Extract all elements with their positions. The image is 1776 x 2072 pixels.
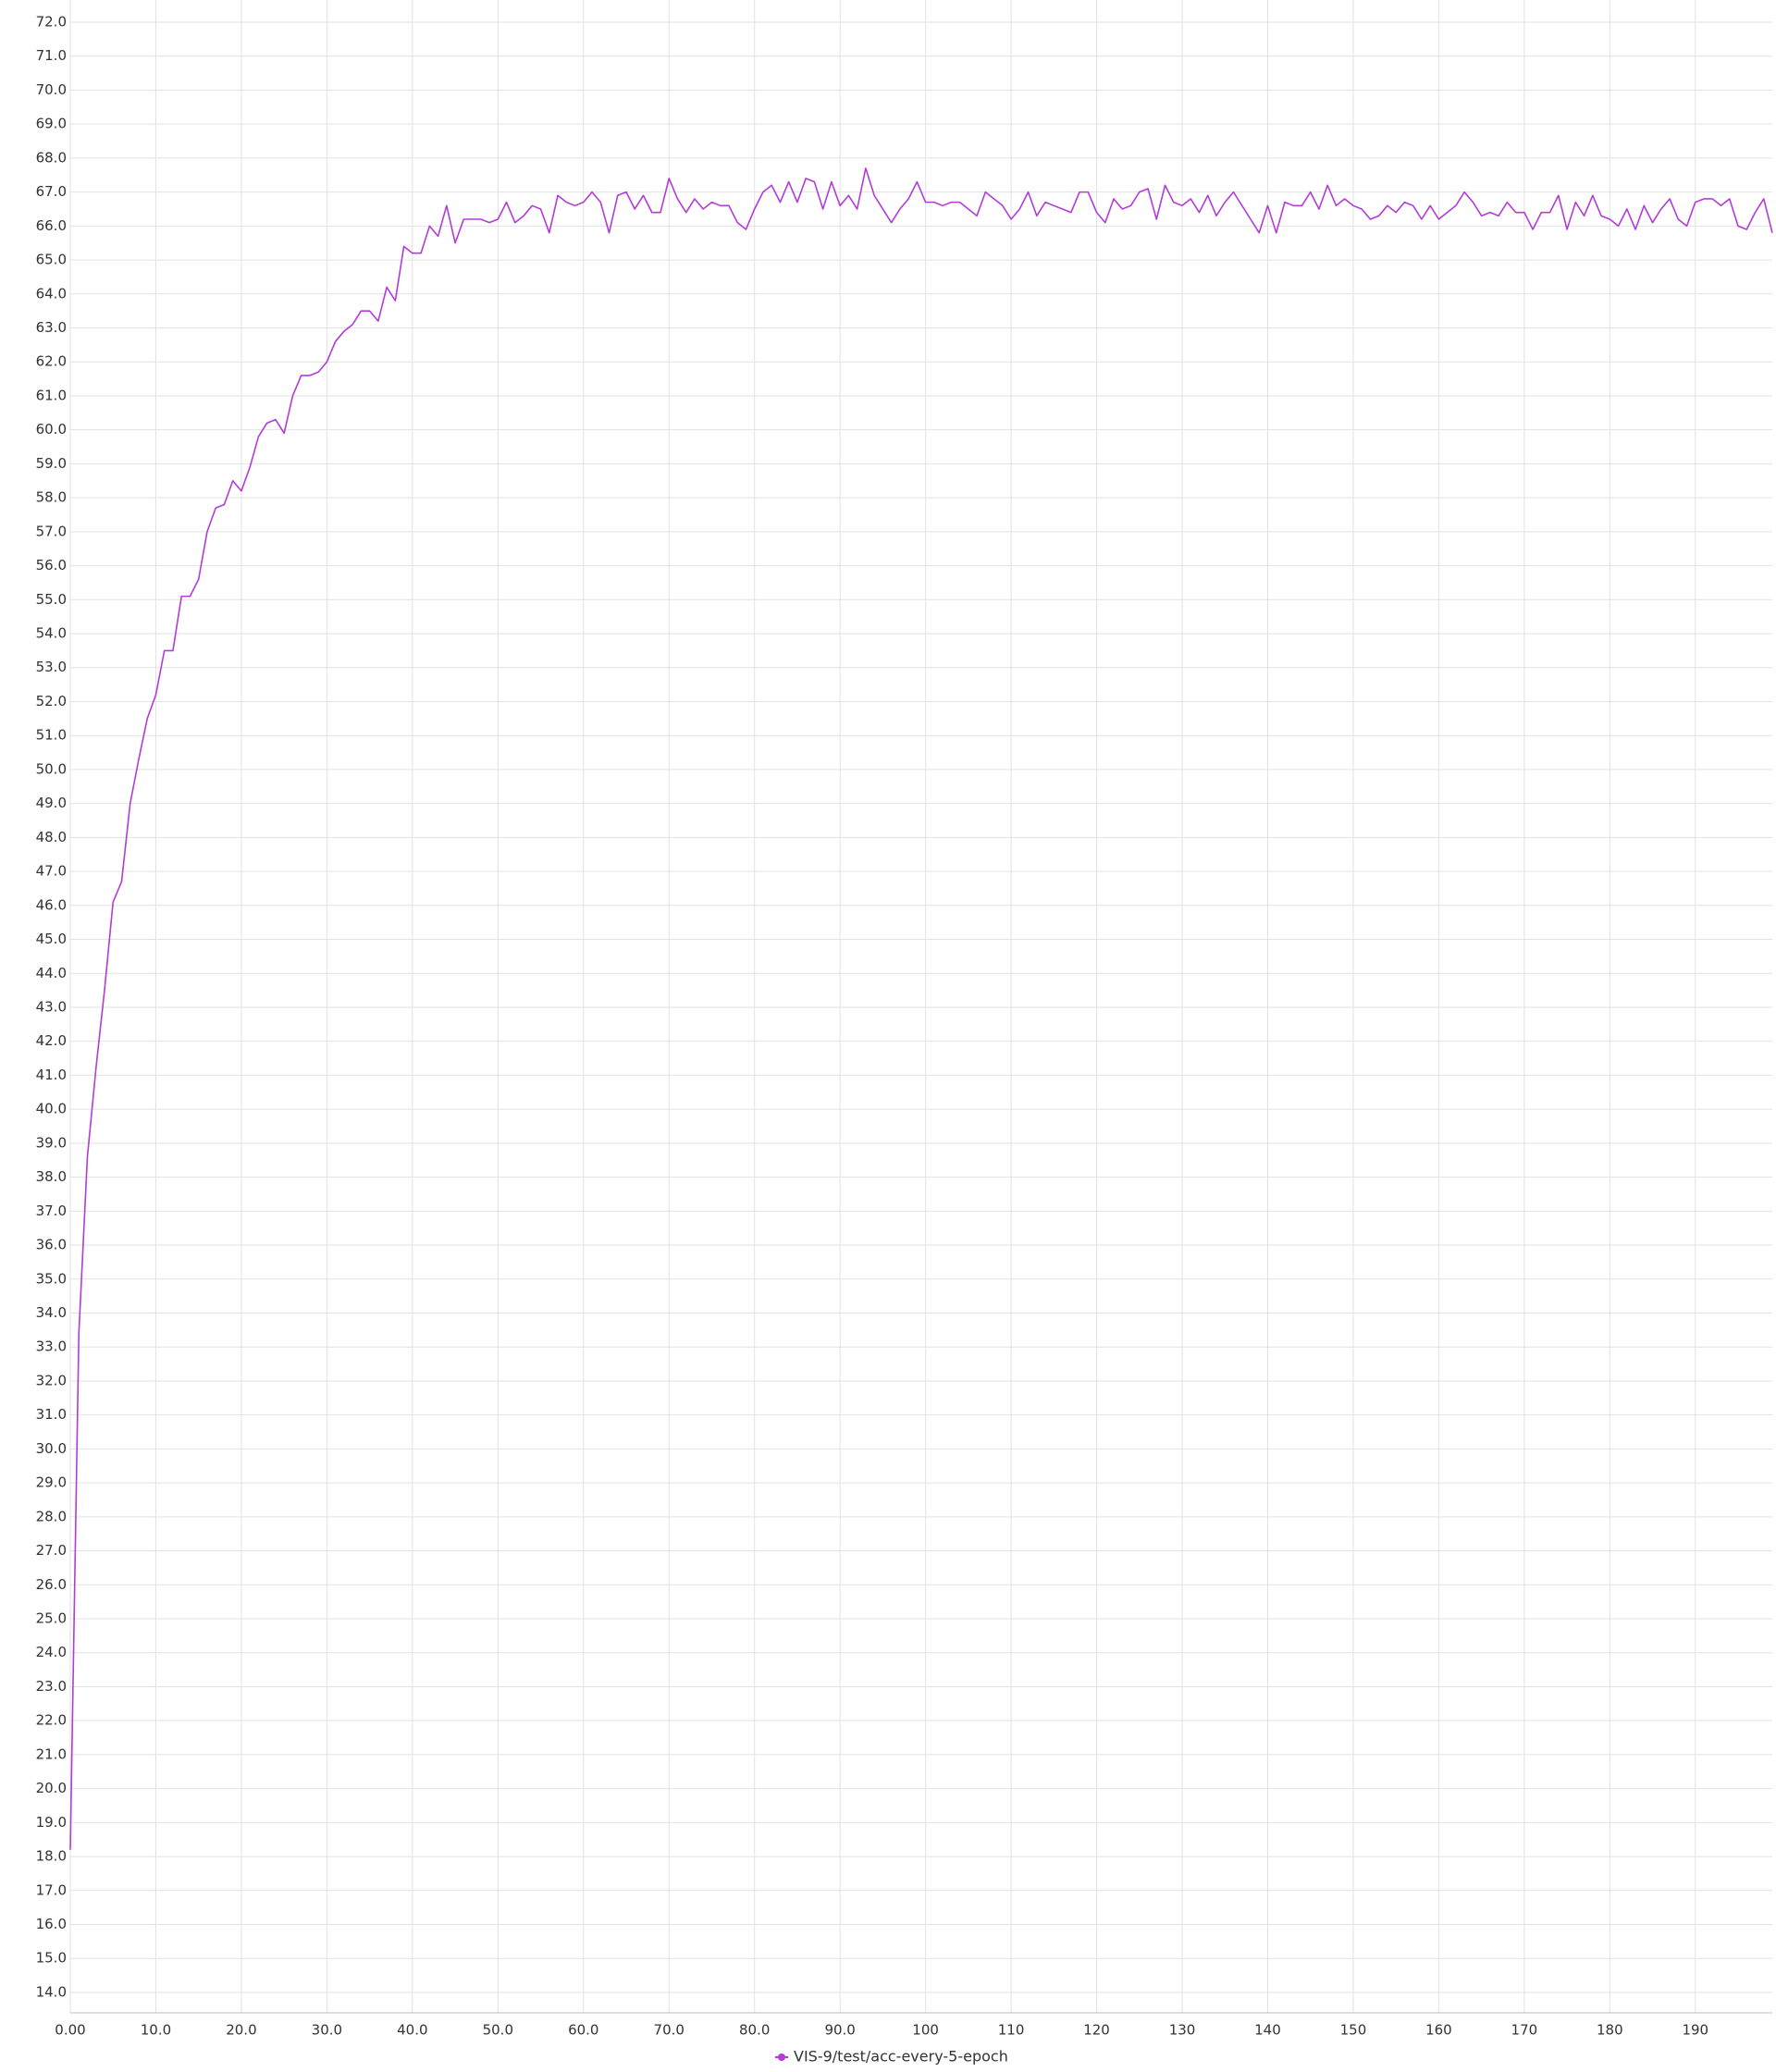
x-tick-label: 60.0 xyxy=(568,2022,598,2039)
y-tick-label: 40.0 xyxy=(36,1101,67,1117)
y-tick-label: 29.0 xyxy=(36,1474,67,1491)
y-tick-label: 43.0 xyxy=(36,998,67,1015)
y-tick-label: 50.0 xyxy=(36,760,67,777)
y-tick-label: 41.0 xyxy=(36,1067,67,1083)
x-tick-label: 10.0 xyxy=(141,2022,171,2039)
x-tick-label: 70.0 xyxy=(654,2022,684,2039)
y-tick-label: 39.0 xyxy=(36,1134,67,1151)
y-tick-label: 18.0 xyxy=(36,1848,67,1865)
y-tick-label: 36.0 xyxy=(36,1237,67,1253)
legend-marker xyxy=(778,2054,785,2061)
y-tick-label: 34.0 xyxy=(36,1304,67,1321)
y-tick-label: 17.0 xyxy=(36,1881,67,1898)
y-tick-label: 22.0 xyxy=(36,1712,67,1729)
x-tick-label: 150 xyxy=(1340,2022,1367,2039)
x-tick-label: 140 xyxy=(1254,2022,1281,2039)
y-tick-label: 44.0 xyxy=(36,965,67,981)
x-tick-label: 50.0 xyxy=(483,2022,513,2039)
y-tick-label: 30.0 xyxy=(36,1440,67,1457)
y-tick-label: 20.0 xyxy=(36,1780,67,1796)
y-tick-label: 45.0 xyxy=(36,931,67,947)
y-tick-label: 19.0 xyxy=(36,1814,67,1831)
y-tick-label: 27.0 xyxy=(36,1542,67,1559)
y-tick-label: 33.0 xyxy=(36,1338,67,1355)
y-tick-label: 60.0 xyxy=(36,421,67,438)
y-tick-label: 55.0 xyxy=(36,591,67,608)
x-tick-label: 130 xyxy=(1169,2022,1196,2039)
y-tick-label: 24.0 xyxy=(36,1644,67,1660)
y-tick-label: 63.0 xyxy=(36,319,67,336)
x-tick-label: 30.0 xyxy=(312,2022,342,2039)
x-tick-label: 170 xyxy=(1511,2022,1538,2039)
y-tick-label: 32.0 xyxy=(36,1372,67,1388)
x-tick-label: 100 xyxy=(912,2022,939,2039)
x-tick-label: 160 xyxy=(1425,2022,1452,2039)
y-tick-label: 48.0 xyxy=(36,829,67,845)
y-tick-label: 67.0 xyxy=(36,183,67,200)
line xyxy=(69,167,1773,1850)
y-tick-label: 51.0 xyxy=(36,727,67,744)
y-tick-label: 16.0 xyxy=(36,1916,67,1932)
y-tick-label: 68.0 xyxy=(36,149,67,166)
y-tick-label: 37.0 xyxy=(36,1202,67,1219)
x-tick-label: 90.0 xyxy=(824,2022,855,2039)
y-tick-label: 23.0 xyxy=(36,1678,67,1695)
x-tick-label: 180 xyxy=(1597,2022,1623,2039)
y-tick-label: 58.0 xyxy=(36,489,67,506)
x-tick-label: 0.00 xyxy=(55,2022,85,2039)
y-tick-label: 28.0 xyxy=(36,1508,67,1524)
y-tick-label: 71.0 xyxy=(36,47,67,64)
x-tick-label: 190 xyxy=(1682,2022,1708,2039)
y-tick-label: 57.0 xyxy=(36,523,67,539)
y-tick-label: 59.0 xyxy=(36,455,67,472)
y-tick-label: 56.0 xyxy=(36,557,67,574)
x-tick-label: 120 xyxy=(1083,2022,1110,2039)
y-tick-label: 21.0 xyxy=(36,1745,67,1762)
y-tick-label: 31.0 xyxy=(36,1406,67,1423)
y-tick-label: 53.0 xyxy=(36,659,67,675)
y-tick-label: 64.0 xyxy=(36,285,67,302)
y-tick-label: 66.0 xyxy=(36,217,67,234)
x-tick-label: 20.0 xyxy=(226,2022,256,2039)
y-tick-label: 65.0 xyxy=(36,252,67,268)
x-tick-label: 80.0 xyxy=(739,2022,770,2039)
y-tick-label: 15.0 xyxy=(36,1950,67,1967)
y-tick-label: 14.0 xyxy=(36,1983,67,2000)
x-tick-label: 40.0 xyxy=(397,2022,427,2039)
y-tick-label: 47.0 xyxy=(36,863,67,880)
legend-label: VIS-9/test/acc-every-5-epoch xyxy=(794,2048,1008,2066)
y-tick-label: 70.0 xyxy=(36,81,67,98)
y-tick-label: 72.0 xyxy=(36,14,67,31)
y-tick-label: 61.0 xyxy=(36,387,67,403)
y-tick-label: 42.0 xyxy=(36,1032,67,1049)
y-tick-label: 54.0 xyxy=(36,625,67,642)
y-tick-label: 52.0 xyxy=(36,693,67,709)
y-tick-label: 25.0 xyxy=(36,1610,67,1627)
x-tick-label: 110 xyxy=(998,2022,1025,2039)
y-tick-label: 26.0 xyxy=(36,1576,67,1593)
y-tick-label: 49.0 xyxy=(36,795,67,811)
y-tick-label: 62.0 xyxy=(36,353,67,370)
y-tick-label: 35.0 xyxy=(36,1270,67,1287)
y-tick-label: 46.0 xyxy=(36,896,67,913)
y-tick-label: 69.0 xyxy=(36,116,67,132)
y-tick-label: 38.0 xyxy=(36,1168,67,1185)
